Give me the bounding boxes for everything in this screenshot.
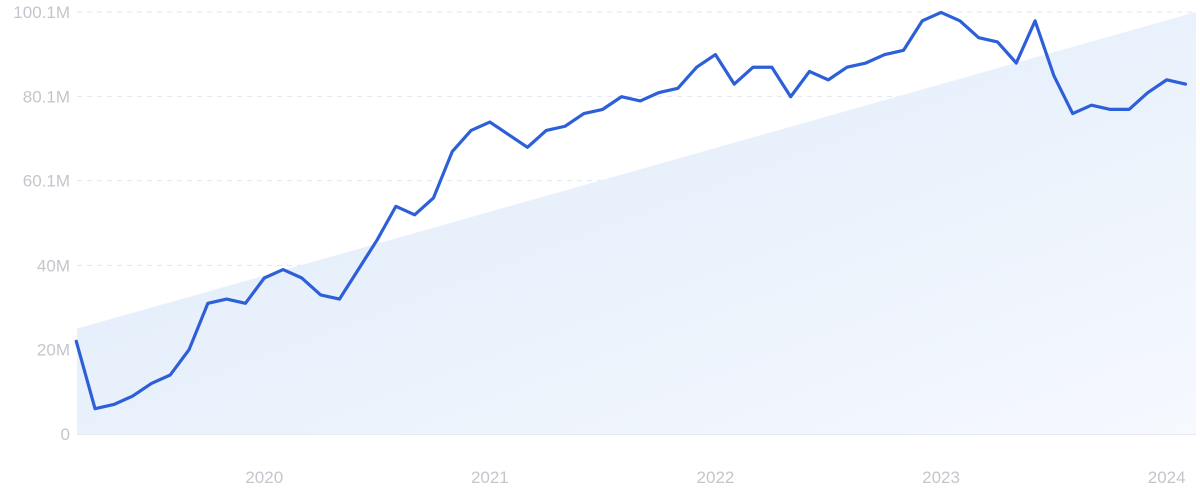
x-tick-label-2021: 2021 (471, 468, 509, 487)
y-tick-label-3: 60.1M (23, 172, 70, 191)
y-tick-label-4: 80.1M (23, 87, 70, 106)
series-line-group (74, 10, 1188, 411)
y-axis-tick-labels: 0 20M 40M 60.1M 80.1M 100.1M (13, 3, 70, 444)
y-tick-label-2: 40M (37, 256, 70, 275)
x-axis-tick-labels: 2020 2021 2022 2023 2024 (245, 468, 1185, 487)
x-tick-label-2024: 2024 (1148, 468, 1186, 487)
trend-area (77, 12, 1196, 434)
y-tick-label-5: 100.1M (13, 3, 70, 22)
x-tick-label-2022: 2022 (697, 468, 735, 487)
x-tick-label-2023: 2023 (922, 468, 960, 487)
series-line-0 (74, 10, 1188, 411)
trend-area-fill (77, 12, 1196, 434)
x-tick-label-2020: 2020 (245, 468, 283, 487)
y-tick-label-1: 20M (37, 341, 70, 360)
y-tick-label-0: 0 (61, 425, 70, 444)
